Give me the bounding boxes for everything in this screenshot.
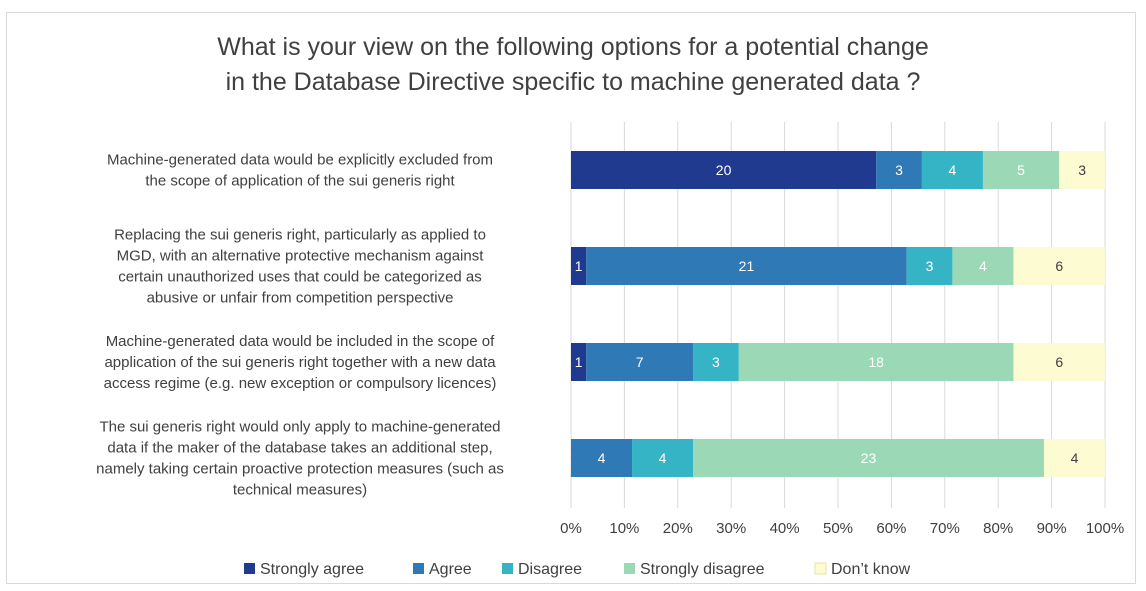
data-label: 7 — [636, 354, 644, 370]
category-label-line: access regime (e.g. new exception or com… — [104, 375, 497, 392]
data-label: 6 — [1055, 354, 1063, 370]
data-label: 3 — [712, 354, 720, 370]
category-label-line: data if the maker of the database takes … — [107, 440, 492, 457]
data-label: 4 — [598, 450, 606, 466]
legend-swatch — [413, 563, 424, 574]
bar-segment — [1013, 247, 1105, 285]
bar-segment — [738, 343, 1014, 381]
x-tick-label: 20% — [663, 520, 693, 537]
x-tick-label: 50% — [823, 520, 853, 537]
x-tick-label: 90% — [1037, 520, 1067, 537]
category-label-line: technical measures) — [233, 482, 367, 499]
data-label: 3 — [926, 258, 934, 274]
category-label: Machine-generated data would be explicit… — [107, 152, 493, 190]
data-label: 1 — [575, 258, 583, 274]
data-label: 4 — [659, 450, 667, 466]
legend-label: Agree — [429, 561, 472, 578]
bar-segment — [571, 343, 587, 381]
x-tick-label: 0% — [560, 520, 582, 537]
x-tick-label: 40% — [770, 520, 800, 537]
legend-label: Disagree — [518, 561, 582, 578]
bar-segment — [571, 151, 877, 189]
bar-segment — [906, 247, 953, 285]
bar-segment — [586, 343, 694, 381]
bar-segment — [1013, 343, 1105, 381]
data-label: 4 — [949, 162, 957, 178]
category-label: The sui generis right would only apply t… — [96, 419, 504, 499]
legend-label: Strongly agree — [260, 561, 364, 578]
data-label: 4 — [1071, 450, 1079, 466]
x-tick-label: 30% — [716, 520, 746, 537]
x-tick-label: 80% — [983, 520, 1013, 537]
data-label: 1 — [575, 354, 583, 370]
category-label-line: application of the sui generis right tog… — [104, 354, 496, 371]
bar-segment — [571, 247, 587, 285]
x-tick-label: 60% — [876, 520, 906, 537]
category-label-line: The sui generis right would only apply t… — [99, 419, 500, 436]
bar-segment — [952, 247, 1014, 285]
data-label: 21 — [739, 258, 755, 274]
bar-segment — [693, 343, 739, 381]
bar-segment — [1059, 151, 1105, 189]
data-label: 5 — [1017, 162, 1025, 178]
category-label-line: abusive or unfair from competition persp… — [147, 290, 454, 307]
legend-swatch — [814, 562, 827, 575]
bar-segment — [921, 151, 983, 189]
data-label: 18 — [868, 354, 884, 370]
category-label-line: Machine-generated data would be included… — [106, 333, 495, 350]
bar-segment — [693, 439, 1044, 477]
data-label: 4 — [979, 258, 987, 274]
data-label: 6 — [1055, 258, 1063, 274]
legend-swatch — [502, 563, 513, 574]
category-label-line: the scope of application of the sui gene… — [145, 173, 455, 190]
data-label: 3 — [895, 162, 903, 178]
x-tick-label: 100% — [1086, 520, 1124, 537]
bar-segment — [876, 151, 922, 189]
bar-segment — [571, 439, 633, 477]
bar-segment — [982, 151, 1060, 189]
category-label-line: Machine-generated data would be explicit… — [107, 152, 493, 169]
category-label-line: Replacing the sui generis right, particu… — [114, 227, 486, 244]
category-label-line: MGD, with an alternative protective mech… — [117, 248, 485, 265]
bar-segment — [632, 439, 694, 477]
data-label: 3 — [1078, 162, 1086, 178]
x-tick-label: 70% — [930, 520, 960, 537]
category-label-line: certain unauthorized uses that could be … — [118, 269, 482, 286]
legend-swatch — [624, 563, 635, 574]
legend-swatch — [244, 563, 255, 574]
x-tick-label: 10% — [609, 520, 639, 537]
bar-segment — [586, 247, 907, 285]
data-label: 23 — [861, 450, 877, 466]
chart-title-line-1: What is your view on the following optio… — [217, 33, 929, 61]
chart-title-line-2: in the Database Directive specific to ma… — [225, 68, 921, 96]
bar-segment — [1043, 439, 1105, 477]
category-label: Replacing the sui generis right, particu… — [114, 227, 486, 307]
chart-title: What is your view on the following optio… — [0, 30, 1146, 100]
category-label: Machine-generated data would be included… — [104, 333, 497, 392]
legend-label: Strongly disagree — [640, 561, 765, 578]
data-label: 20 — [716, 162, 732, 178]
category-label-line: namely taking certain proactive protecti… — [96, 461, 504, 478]
legend-label: Don’t know — [831, 561, 911, 578]
